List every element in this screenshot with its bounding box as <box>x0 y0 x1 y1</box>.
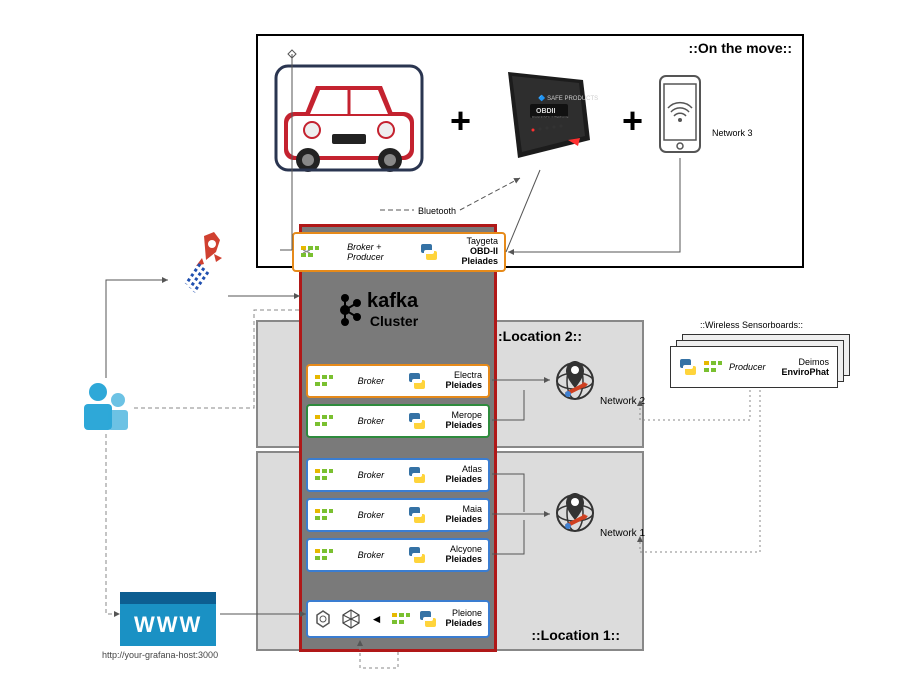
broker-merope: Broker MeropePleiades <box>306 404 490 438</box>
www-browser-icon: WWW <box>120 592 216 646</box>
broker-pleione: ◄ PleionePleiades <box>306 600 490 638</box>
kafka-title: kafka <box>367 290 418 313</box>
broker-role: Broker <box>358 416 385 426</box>
broker-maia: Broker MaiaPleiades <box>306 498 490 532</box>
broker-name-group: MeropePleiades <box>445 411 482 431</box>
rocket-icon <box>166 230 230 310</box>
polyhedron-icon <box>340 608 362 630</box>
broker-name-group: Taygeta OBD-II Pleiades <box>461 237 498 267</box>
broker-name-group: PleionePleiades <box>445 609 482 629</box>
cluster-mini-icon <box>314 548 334 562</box>
python-icon <box>420 243 438 261</box>
broker-atlas: Broker AtlasPleiades <box>306 458 490 492</box>
broker-taygeta: Broker + Producer Taygeta OBD-II Pleiade… <box>292 232 506 272</box>
network-1-label: Network 1 <box>600 528 645 539</box>
on-move-label: ::On the move:: <box>689 40 792 56</box>
cluster-mini-icon <box>391 612 411 626</box>
broker-name-group: AtlasPleiades <box>445 465 482 485</box>
sb-role: Producer <box>729 362 766 372</box>
user-icon <box>76 380 134 434</box>
broker-name-group: MaiaPleiades <box>445 505 482 525</box>
python-icon <box>408 506 426 524</box>
broker-role: Broker + Producer <box>347 242 393 262</box>
loc2-label: ::Location 2:: <box>493 328 582 344</box>
kafka-cluster-box <box>299 224 497 652</box>
sb-group: EnviroPhat <box>781 367 829 377</box>
kafka-title-row: kafka Cluster <box>335 290 418 329</box>
python-icon <box>419 610 437 628</box>
broker-name-group: AlcyonePleiades <box>445 545 482 565</box>
plus-1: + <box>450 100 471 142</box>
cluster-mini-icon <box>314 374 334 388</box>
python-icon <box>408 546 426 564</box>
python-icon <box>408 372 426 390</box>
cluster-mini-icon <box>300 245 320 259</box>
broker-alcyone: Broker AlcyonePleiades <box>306 538 490 572</box>
grafana-url: http://your-grafana-host:3000 <box>102 650 218 660</box>
network-3-label: Network 3 <box>712 128 753 138</box>
python-icon <box>408 466 426 484</box>
grafana-icon <box>314 610 332 628</box>
cluster-mini-icon <box>703 360 723 374</box>
kafka-logo-icon <box>335 292 363 328</box>
broker-name-group: ElectraPleiades <box>445 371 482 391</box>
broker-role: Broker <box>358 550 385 560</box>
loc1-label: ::Location 1:: <box>531 627 620 643</box>
broker-role: Broker <box>358 510 385 520</box>
cluster-mini-icon <box>314 468 334 482</box>
sensorboard-box: Producer Deimos EnviroPhat <box>670 346 838 388</box>
sensorboards-title: ::Wireless Sensorboards:: <box>700 320 803 330</box>
cluster-mini-icon <box>314 508 334 522</box>
cluster-mini-icon <box>314 414 334 428</box>
python-icon <box>679 358 697 376</box>
bluetooth-label: Bluetooth <box>418 206 456 216</box>
kafka-subtitle: Cluster <box>367 313 418 329</box>
broker-role: Broker <box>358 470 385 480</box>
python-icon <box>408 412 426 430</box>
broker-electra: Broker ElectraPleiades <box>306 364 490 398</box>
plus-2: + <box>622 100 643 142</box>
network-2-label: Network 2 <box>600 396 645 407</box>
sb-name: Deimos <box>781 357 829 367</box>
broker-role: Broker <box>358 376 385 386</box>
